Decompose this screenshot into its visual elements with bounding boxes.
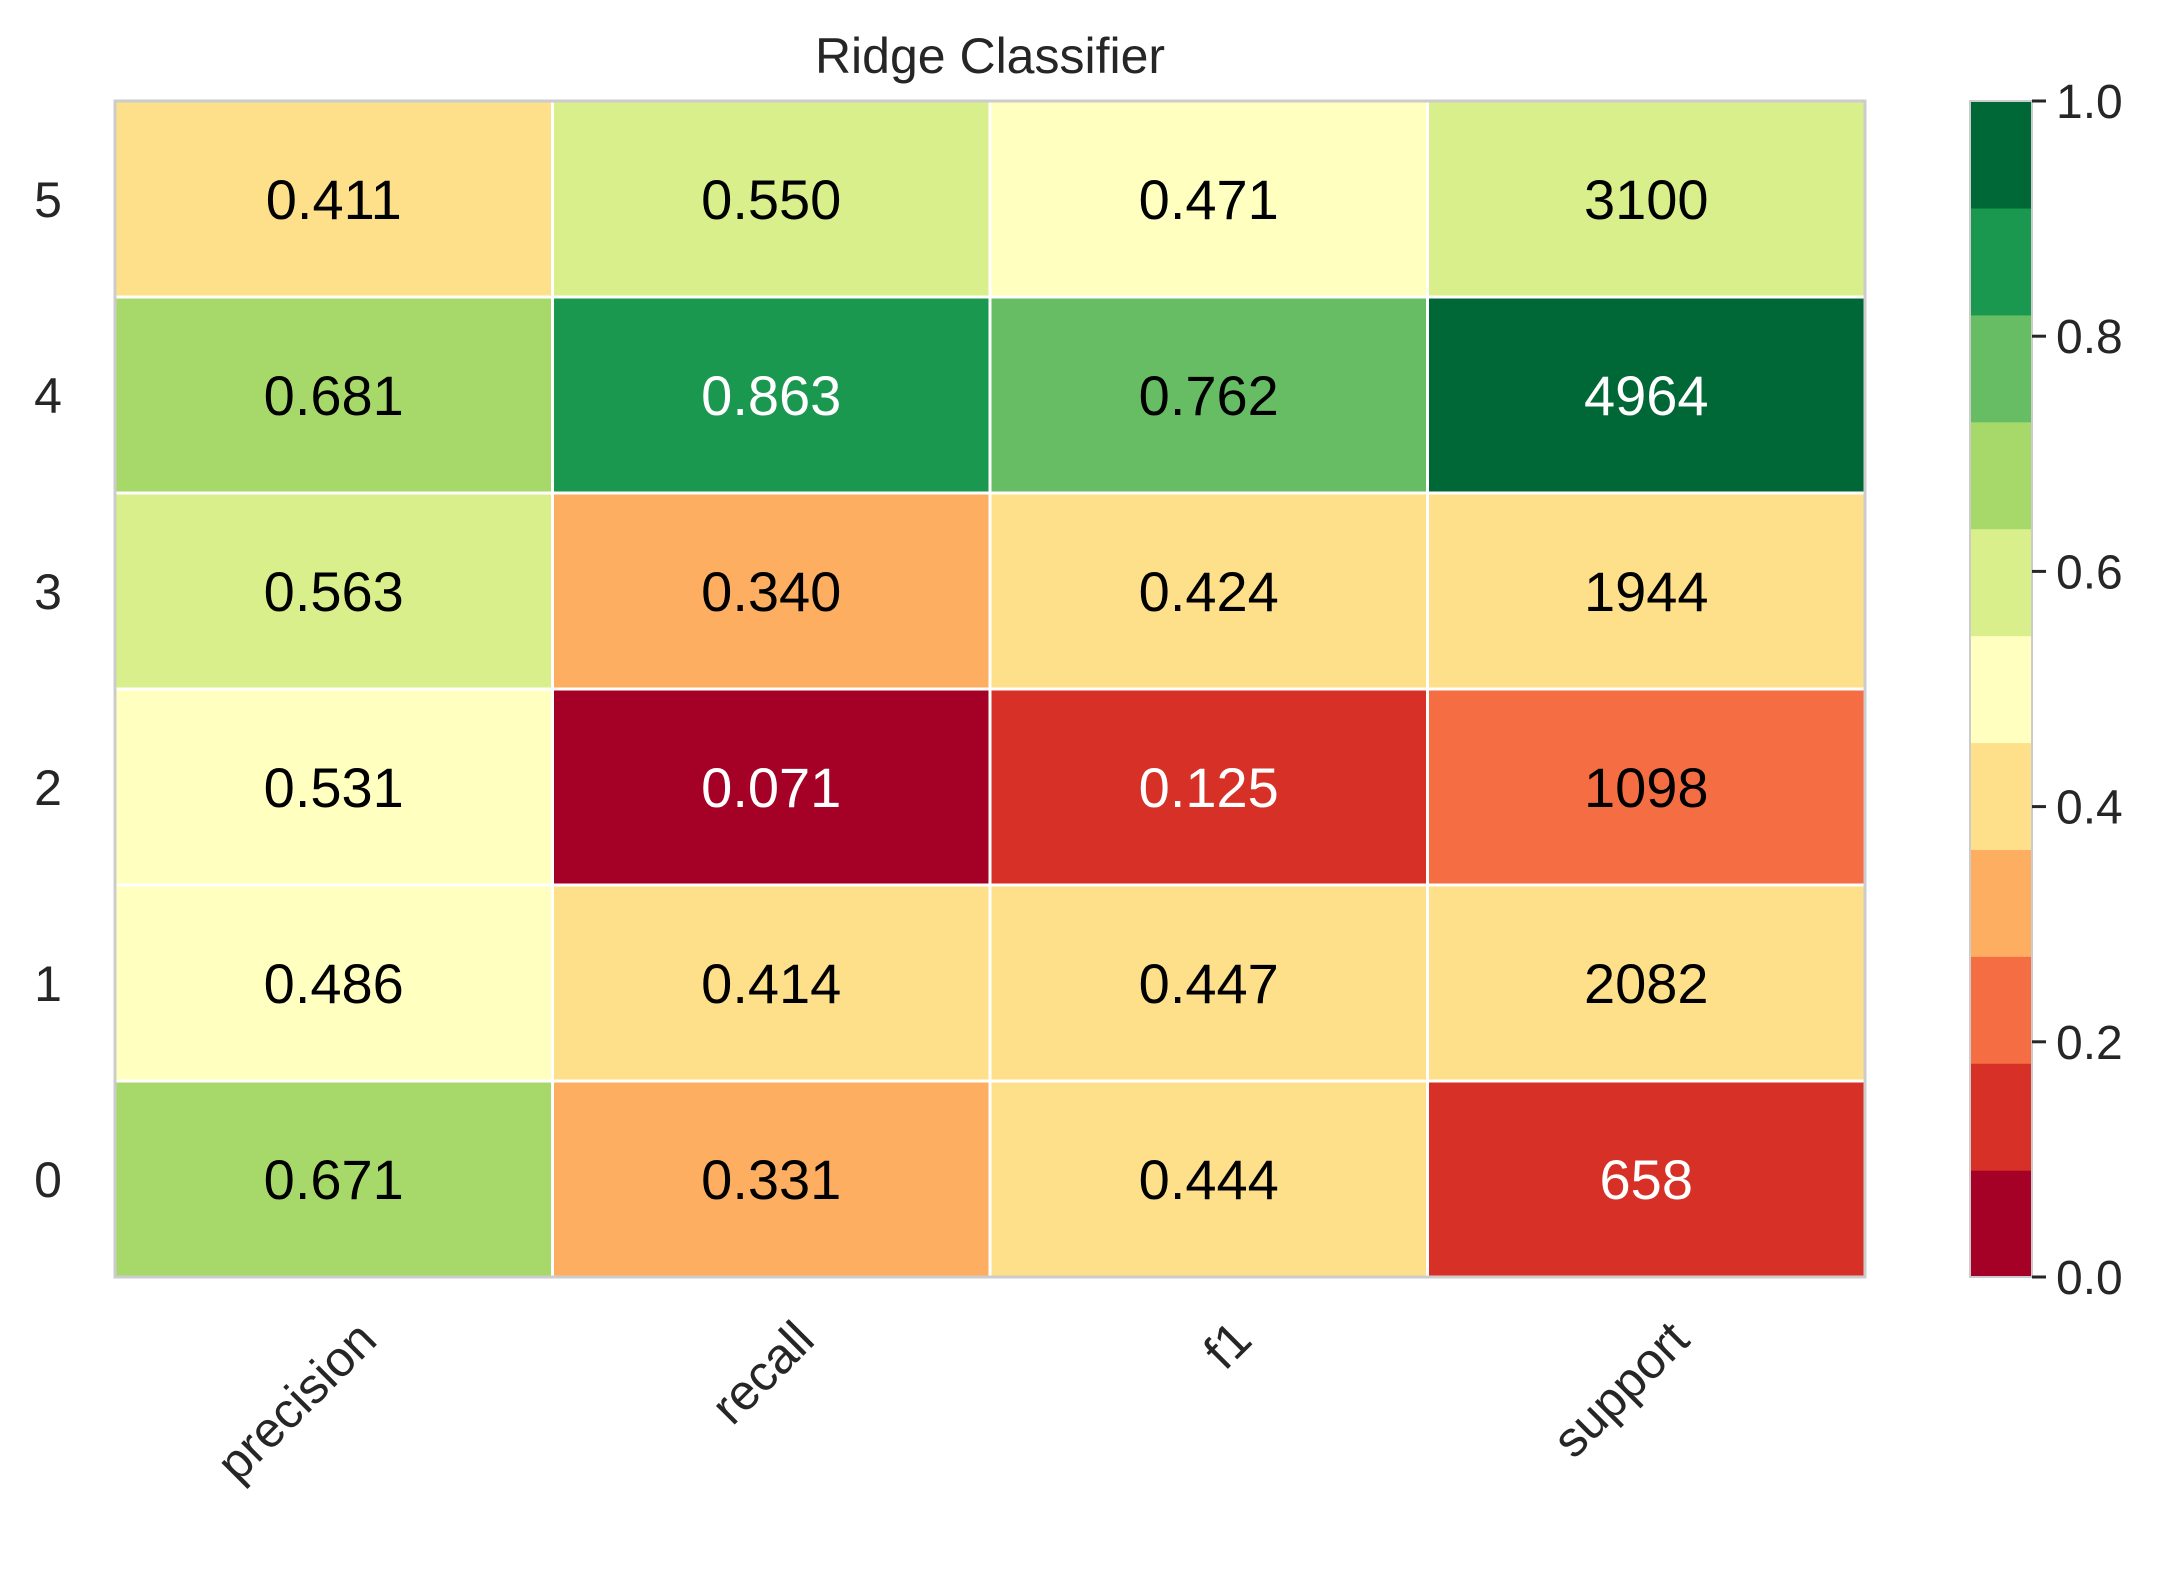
- cell-label-0-recall: 0.331: [701, 1148, 841, 1211]
- y-tick-label-4: 4: [34, 368, 62, 424]
- colorbar-tick-label-0.8: 0.8: [2056, 311, 2123, 364]
- cell-label-3-precision: 0.563: [264, 560, 404, 623]
- colorbar-segment: [1970, 1170, 2032, 1278]
- y-tick-label-2: 2: [34, 760, 62, 816]
- cell-label-5-precision: 0.411: [266, 168, 402, 231]
- colorbar-segment: [1970, 1063, 2032, 1171]
- colorbar-frame: [1969, 100, 2033, 1278]
- cell-label-2-precision: 0.531: [264, 756, 404, 819]
- heatmap-cell-4-support: [1426, 295, 1867, 495]
- heatmap-cell-5-support: [1426, 99, 1867, 299]
- heatmap-cell-3-support: [1426, 491, 1867, 691]
- cell-label-2-support: 1098: [1584, 756, 1709, 819]
- y-axis-labels: 5 4 3 2 1 0: [34, 172, 62, 1208]
- chart-title: Ridge Classifier: [815, 28, 1165, 84]
- heatmap-cell-1-f1: [988, 883, 1429, 1083]
- cell-label-4-precision: 0.681: [264, 364, 404, 427]
- heatmap-cell-2-recall: [551, 687, 992, 887]
- cell-label-4-recall: 0.863: [701, 364, 841, 427]
- colorbar-segment: [1970, 528, 2032, 637]
- colorbar-segment: [1970, 314, 2032, 423]
- colorbar-segment: [1970, 635, 2032, 744]
- x-tick-label-f1: f1: [1193, 1311, 1262, 1380]
- heatmap-cell-5-recall: [551, 99, 992, 299]
- cell-label-0-support: 658: [1600, 1148, 1693, 1211]
- cell-label-5-support: 3100: [1584, 168, 1709, 231]
- cell-label-5-f1: 0.471: [1139, 168, 1279, 231]
- x-tick-label-recall: recall: [700, 1311, 824, 1435]
- heatmap-cell-1-recall: [551, 883, 992, 1083]
- cell-label-1-recall: 0.414: [701, 952, 841, 1015]
- heatmap-cell-3-recall: [551, 491, 992, 691]
- colorbar-segment: [1970, 849, 2032, 957]
- heatmap-cell-4-recall: [551, 295, 992, 495]
- heatmap-cell-1-precision: [113, 883, 554, 1083]
- colorbar-tick-label-0.4: 0.4: [2056, 782, 2123, 835]
- cell-label-5-recall: 0.550: [701, 168, 841, 231]
- x-axis-labels: precision recall f1 support: [206, 1311, 1700, 1492]
- cell-label-1-f1: 0.447: [1139, 952, 1279, 1015]
- colorbar-segment: [1970, 421, 2032, 530]
- cell-label-1-support: 2082: [1584, 952, 1709, 1015]
- heatmap-cell-4-precision: [113, 295, 554, 495]
- heatmap-cell-0-f1: [988, 1079, 1429, 1279]
- cell-label-0-f1: 0.444: [1139, 1148, 1279, 1211]
- y-tick-label-3: 3: [34, 564, 62, 620]
- cell-label-2-f1: 0.125: [1139, 756, 1279, 819]
- cell-label-3-support: 1944: [1584, 560, 1709, 623]
- x-tick-label-precision: precision: [206, 1311, 387, 1492]
- cell-label-4-f1: 0.762: [1139, 364, 1279, 427]
- colorbar-tick-label-1.0: 1.0: [2056, 76, 2123, 129]
- colorbar-segment: [1970, 956, 2032, 1064]
- cell-label-1-precision: 0.486: [264, 952, 404, 1015]
- y-tick-label-0: 0: [34, 1152, 62, 1208]
- heatmap-cell-2-support: [1426, 687, 1867, 887]
- colorbar: 0.0 0.2 0.4 0.6 0.8 1.0: [1969, 76, 2123, 1305]
- heatmap-cell-1-support: [1426, 883, 1867, 1083]
- colorbar-tick-label-0.6: 0.6: [2056, 546, 2123, 599]
- y-tick-label-5: 5: [34, 172, 62, 228]
- heatmap-cell-2-precision: [113, 687, 554, 887]
- cell-label-3-recall: 0.340: [701, 560, 841, 623]
- x-tick-label-support: support: [1542, 1311, 1700, 1469]
- cell-label-4-support: 4964: [1584, 364, 1709, 427]
- cell-label-0-precision: 0.671: [264, 1148, 404, 1211]
- y-tick-label-1: 1: [34, 956, 62, 1012]
- colorbar-tick-label-0.2: 0.2: [2056, 1017, 2123, 1070]
- heatmap-cell-5-precision: [113, 99, 554, 299]
- heatmap-cell-0-recall: [551, 1079, 992, 1279]
- cell-label-3-f1: 0.424: [1139, 560, 1279, 623]
- heatmap-cell-2-f1: [988, 687, 1429, 887]
- colorbar-segment: [1970, 207, 2032, 316]
- cell-label-2-recall: 0.071: [701, 756, 841, 819]
- colorbar-segment: [1970, 742, 2032, 850]
- heatmap-cell-0-precision: [113, 1079, 554, 1279]
- plot-frame: [113, 99, 1867, 1279]
- colorbar-tick-label-0.0: 0.0: [2056, 1252, 2123, 1305]
- heatmap-cells: 0.411 0.550 0.471 3100 0.681 0.863 0.762 4964 0.…: [113, 99, 1867, 1279]
- colorbar-segment: [1970, 101, 2032, 209]
